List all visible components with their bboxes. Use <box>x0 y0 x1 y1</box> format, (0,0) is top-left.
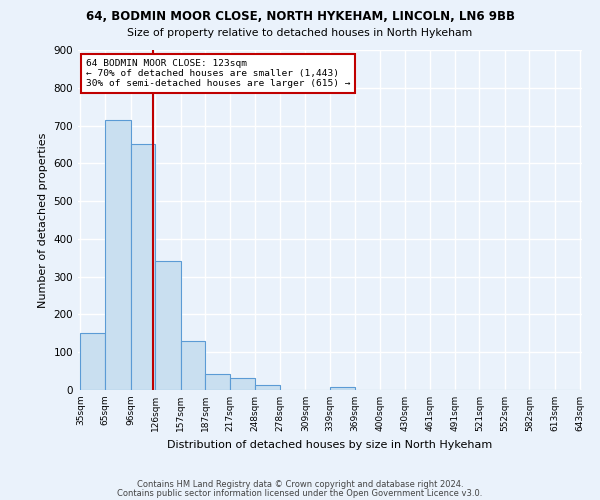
Bar <box>205 374 230 390</box>
Text: Contains public sector information licensed under the Open Government Licence v3: Contains public sector information licen… <box>118 488 482 498</box>
Bar <box>105 120 131 390</box>
Bar <box>181 340 205 390</box>
Bar <box>256 386 280 390</box>
Bar <box>155 261 181 390</box>
Y-axis label: Number of detached properties: Number of detached properties <box>38 132 48 308</box>
X-axis label: Distribution of detached houses by size in North Hykeham: Distribution of detached houses by size … <box>167 440 493 450</box>
Text: 64, BODMIN MOOR CLOSE, NORTH HYKEHAM, LINCOLN, LN6 9BB: 64, BODMIN MOOR CLOSE, NORTH HYKEHAM, LI… <box>86 10 515 23</box>
Text: 64 BODMIN MOOR CLOSE: 123sqm
← 70% of detached houses are smaller (1,443)
30% of: 64 BODMIN MOOR CLOSE: 123sqm ← 70% of de… <box>86 58 350 88</box>
Bar <box>330 386 355 390</box>
Text: Contains HM Land Registry data © Crown copyright and database right 2024.: Contains HM Land Registry data © Crown c… <box>137 480 463 489</box>
Bar <box>131 144 155 390</box>
Text: Size of property relative to detached houses in North Hykeham: Size of property relative to detached ho… <box>127 28 473 38</box>
Bar <box>230 378 256 390</box>
Bar <box>80 332 105 390</box>
